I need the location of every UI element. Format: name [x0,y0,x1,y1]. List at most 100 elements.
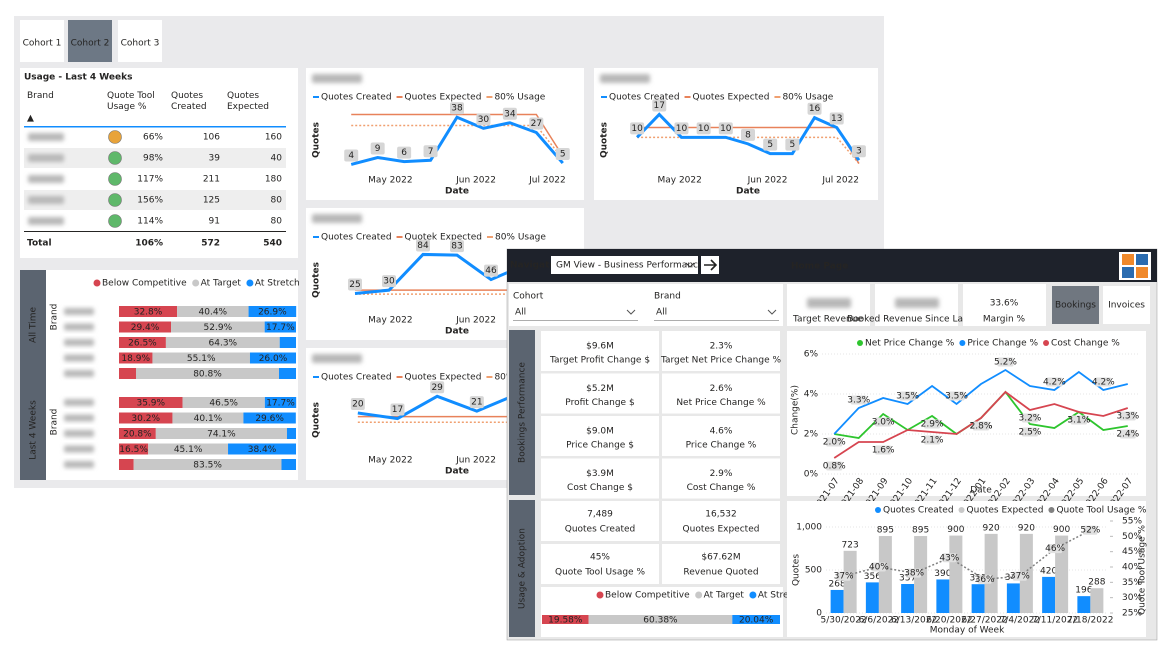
data-label-box [875,417,892,427]
slicer-label: Brand [654,292,681,302]
data-label: 4.2% [1092,378,1115,388]
tab[interactable] [68,20,112,62]
data-label-box [1048,544,1063,554]
data-label: 723 [842,540,859,550]
data-label: 4.2% [1043,378,1066,388]
data-label-box [1021,427,1038,437]
data-label: 1.6% [872,446,895,456]
bar-label: 46.5% [209,399,238,409]
card-value: $67.62M [701,553,740,563]
created-cell: 39 [209,154,221,164]
data-label: 10 [720,124,732,134]
x-tick-label: 5/30/2022 [821,616,867,626]
page-title: Home Page [791,262,848,272]
data-label-box [555,148,570,161]
data-label: 20 [352,399,364,409]
nav-button[interactable] [1052,286,1099,324]
data-label: 10 [698,124,710,134]
x-tick-label: 6/13/2022 [891,616,937,626]
bar-label: 60.38% [643,616,678,626]
data-label: 337 [899,574,916,584]
bar-label: 17.7% [266,323,295,333]
kpi-card [662,373,780,414]
bar-segment [732,615,780,624]
legend-label: Quotek Expected [405,233,482,243]
bar [971,584,985,613]
y-axis-label: Quotes [792,554,802,586]
view-dropdown[interactable] [551,256,698,274]
bar-label: 64.3% [209,339,238,349]
blurred-text [64,323,94,331]
blurred-text [807,298,851,308]
legend-dot [596,591,604,599]
x-tick-label: Jun 2022 [747,176,788,186]
bar-segment [148,443,229,455]
data-label-box [674,122,689,135]
slicer-line [513,320,638,321]
card-value: 7,489 [587,510,613,520]
bar-label: 20.8% [123,430,152,440]
legend-label: 80% Usage [495,233,546,243]
data-label-box [836,571,851,581]
data-label-box [1012,571,1027,581]
bar-label: 18.9% [121,354,150,364]
y2-tick-label: 45% [1122,547,1142,557]
x-tick-label: May 2022 [368,176,412,186]
expected-cell: 160 [265,133,282,143]
y-tick-label: 4% [804,390,819,400]
data-label: 10 [676,124,688,134]
data-label: 10 [631,124,643,134]
tab[interactable] [118,20,162,62]
blurred-text [64,445,94,453]
logo-square [1122,254,1134,265]
legend-label: At Stretch [758,591,803,601]
bar-label: 40.4% [199,308,228,318]
data-label-box [948,391,965,401]
bar-segment [119,459,134,470]
data-label-box [430,381,445,394]
bar-label: 35.9% [136,399,165,409]
table-header: Quote Tool Usage % [107,91,155,112]
legend-dot [1043,340,1050,346]
section-label: Usage & Adoption [518,528,528,609]
blurred-text [28,154,64,162]
y-axis-label: Quotes [600,122,610,158]
slicer-value[interactable]: All [656,308,667,318]
legend-label: Quotes Created [883,506,954,516]
section-header [509,330,535,495]
blurred-text [64,414,94,422]
bar-segment [279,368,296,379]
x-tick-label: May 2022 [368,456,412,466]
card-label: Revenue Quoted [683,568,758,578]
data-label-box [652,99,667,112]
header-rule [24,126,286,128]
data-label: 83 [451,242,462,252]
tab[interactable] [20,20,64,62]
data-label: 900 [1053,525,1070,535]
bar-label: 16.5% [119,445,148,455]
data-label-box [741,128,755,141]
status-dot [108,172,122,186]
card-label: Quotes Expected [683,525,760,535]
card-value: $5.2M [586,384,614,394]
row-band [24,148,286,168]
nav-button[interactable] [1103,286,1150,324]
slicer-value[interactable]: All [515,308,526,318]
legend-dot [695,591,703,599]
data-label-box [390,403,405,416]
x-tick-label: Jun 2022 [455,316,496,326]
tab-label: Cohort 1 [23,39,62,49]
bar [1006,583,1020,613]
kpi-card [662,501,780,541]
kpi-card [541,501,659,541]
y2-tick-label: 55% [1122,517,1142,527]
data-label: 46 [485,266,497,276]
x-axis-label: Monday of Week [930,626,1005,636]
card-label: Quote Tool Usage % [555,568,645,578]
usage-cell: 66% [143,133,163,143]
bar-segment [177,306,249,317]
card-value: 16,532 [705,510,737,520]
y-tick-label: 1,000 [796,523,822,533]
legend-label: Quotes Created [609,93,680,103]
